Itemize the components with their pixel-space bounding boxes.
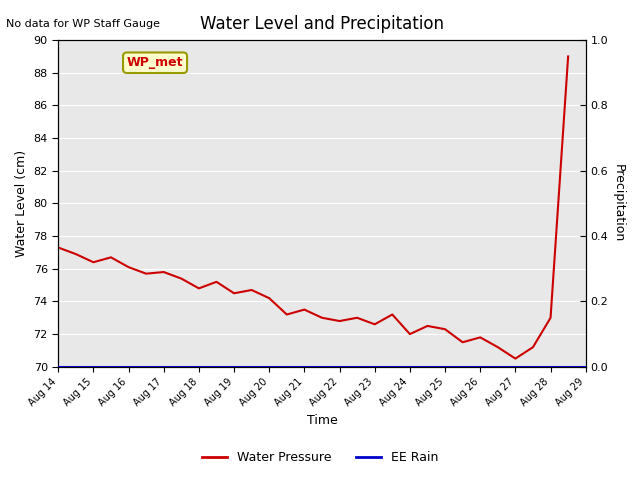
Text: WP_met: WP_met xyxy=(127,56,183,69)
Title: Water Level and Precipitation: Water Level and Precipitation xyxy=(200,15,444,33)
Y-axis label: Precipitation: Precipitation xyxy=(612,164,625,242)
X-axis label: Time: Time xyxy=(307,414,337,427)
Legend: Water Pressure, EE Rain: Water Pressure, EE Rain xyxy=(196,446,444,469)
Y-axis label: Water Level (cm): Water Level (cm) xyxy=(15,150,28,257)
Text: No data for WP Staff Gauge: No data for WP Staff Gauge xyxy=(6,19,161,29)
